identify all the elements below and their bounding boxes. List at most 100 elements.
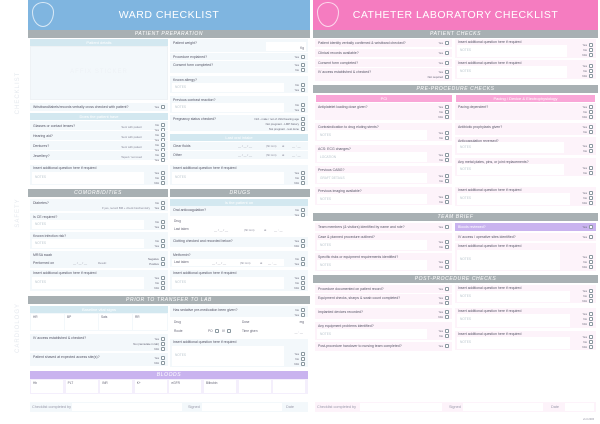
checkbox[interactable] xyxy=(161,285,165,290)
completed-by-field[interactable] xyxy=(72,403,182,411)
checkbox[interactable] xyxy=(445,259,449,264)
checkbox[interactable] xyxy=(301,207,305,212)
checkbox[interactable] xyxy=(445,109,449,114)
date-field[interactable]: __ / __ / __ xyxy=(73,261,87,265)
checkbox[interactable] xyxy=(589,195,593,200)
date-field[interactable]: __ / __ / __ xyxy=(238,144,252,148)
time-given-field[interactable]: Time given __ : __ xyxy=(240,328,306,335)
time-field[interactable]: __ : __ xyxy=(292,144,301,148)
date-field[interactable]: __ / __ / __ xyxy=(212,261,226,265)
notes-field[interactable]: NOTES xyxy=(457,45,567,57)
checkbox[interactable] xyxy=(161,275,165,280)
checkbox[interactable] xyxy=(161,336,165,341)
checkbox[interactable] xyxy=(301,102,305,107)
checkbox[interactable] xyxy=(445,130,449,135)
notes-field[interactable]: NOTES xyxy=(457,164,564,175)
checkbox[interactable] xyxy=(589,73,593,78)
checkbox[interactable] xyxy=(589,68,593,73)
checkbox[interactable] xyxy=(301,312,305,317)
checkbox[interactable] xyxy=(301,54,305,59)
checkbox[interactable] xyxy=(301,62,305,67)
checkbox[interactable] xyxy=(589,148,593,153)
checkbox[interactable] xyxy=(589,224,593,229)
time-field[interactable]: __ : __ xyxy=(268,261,277,265)
blood-field[interactable]: INR xyxy=(100,380,133,393)
checkbox[interactable] xyxy=(445,74,449,79)
notes-field[interactable]: NOTES xyxy=(32,239,144,248)
checkbox[interactable] xyxy=(301,361,305,366)
checkbox[interactable] xyxy=(445,314,449,319)
date-field[interactable]: __ / __ / __ xyxy=(238,153,252,157)
checkbox[interactable] xyxy=(161,180,165,185)
notes-field[interactable]: NOTES xyxy=(457,291,570,302)
checkbox[interactable] xyxy=(301,212,305,217)
notes-field[interactable]: NOTES xyxy=(172,277,284,289)
checkbox[interactable] xyxy=(445,244,449,249)
checkbox[interactable] xyxy=(301,82,305,87)
checkbox[interactable] xyxy=(161,224,165,229)
checkbox[interactable] xyxy=(445,135,449,140)
checkbox[interactable] xyxy=(301,256,305,261)
sedative-drug-field[interactable]: Drug xyxy=(172,319,238,326)
blood-field[interactable]: PLT xyxy=(65,380,98,393)
checkbox[interactable] xyxy=(589,254,593,259)
notes-field[interactable]: NOTES xyxy=(32,277,144,289)
checkbox[interactable] xyxy=(589,129,593,134)
checkbox[interactable] xyxy=(445,264,449,269)
checkbox[interactable] xyxy=(301,280,305,285)
notes-field[interactable]: NOTES xyxy=(172,346,284,366)
checkbox[interactable] xyxy=(445,224,449,229)
checkbox[interactable] xyxy=(445,104,449,109)
checkbox[interactable] xyxy=(161,219,165,224)
weight-field[interactable]: Kg xyxy=(266,42,306,51)
checkbox[interactable] xyxy=(301,87,305,92)
blood-field[interactable] xyxy=(238,380,271,393)
checkbox[interactable] xyxy=(589,344,593,349)
checkbox[interactable] xyxy=(161,238,165,243)
checkbox[interactable] xyxy=(589,170,593,175)
notes-field[interactable]: NOTES xyxy=(457,193,570,205)
signed-field[interactable] xyxy=(202,403,282,411)
checkbox[interactable] xyxy=(161,243,165,248)
time-field[interactable]: __ : __ xyxy=(292,153,301,157)
checkbox[interactable] xyxy=(301,275,305,280)
checkbox[interactable] xyxy=(301,175,305,180)
checkbox[interactable] xyxy=(589,200,593,205)
checkbox[interactable] xyxy=(161,132,165,137)
completed-by-field[interactable] xyxy=(360,403,442,411)
checkbox[interactable] xyxy=(589,259,593,264)
checkbox[interactable] xyxy=(301,116,305,121)
location-field[interactable]: LOCATION xyxy=(317,152,427,162)
date-field[interactable]: __ / __ / __ xyxy=(214,228,228,232)
checkbox[interactable] xyxy=(589,114,593,119)
checkbox[interactable] xyxy=(445,40,449,45)
checkbox[interactable] xyxy=(445,157,449,162)
checkbox[interactable] xyxy=(445,194,449,199)
checkbox[interactable] xyxy=(445,300,449,305)
checkbox[interactable] xyxy=(161,175,165,180)
notes-field[interactable]: NOTES xyxy=(457,142,564,153)
rr-field[interactable]: RR xyxy=(133,314,167,330)
checkbox[interactable] xyxy=(161,152,165,157)
blood-field[interactable]: Bilirubin xyxy=(204,380,236,393)
checkbox[interactable] xyxy=(445,69,449,74)
notes-field[interactable]: NOTES xyxy=(457,314,570,327)
checkbox[interactable] xyxy=(161,142,165,147)
drug-field[interactable]: Drug xyxy=(172,218,306,225)
checkbox[interactable] xyxy=(161,205,165,210)
checkbox[interactable] xyxy=(589,104,593,109)
checkbox[interactable] xyxy=(445,286,449,291)
checkbox[interactable] xyxy=(589,124,593,129)
checkbox[interactable] xyxy=(161,346,165,351)
checkbox[interactable] xyxy=(301,307,305,312)
checkbox[interactable] xyxy=(445,178,449,183)
checkbox[interactable] xyxy=(301,261,305,266)
dose-field[interactable]: Dose mg xyxy=(240,319,306,326)
checkbox[interactable] xyxy=(445,343,449,348)
checkbox[interactable] xyxy=(445,333,449,338)
checkbox[interactable] xyxy=(161,355,165,360)
checkbox[interactable] xyxy=(301,107,305,112)
checkbox[interactable] xyxy=(589,264,593,269)
checkbox[interactable] xyxy=(445,295,449,300)
checkbox[interactable] xyxy=(589,288,593,293)
